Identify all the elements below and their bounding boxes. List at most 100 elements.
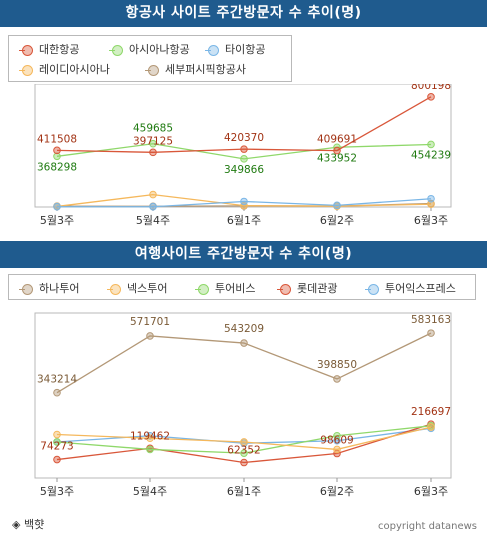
data-label: 119462 [130, 430, 170, 442]
data-point [149, 190, 157, 199]
x-tick-label: 6월2주 [320, 214, 354, 227]
data-label: 409691 [317, 134, 357, 146]
legend-item-1: 대한항공 [19, 41, 79, 57]
data-point [53, 438, 61, 446]
legend-label: 타이항공 [225, 43, 266, 56]
legend-item-5: 투어익스프레스 [365, 280, 456, 296]
data-point [240, 339, 248, 347]
data-point [333, 201, 341, 210]
legend-item-1: 하나투어 [19, 280, 79, 296]
data-point [149, 148, 157, 157]
legend-label: 롯데관광 [297, 282, 338, 295]
data-point [240, 449, 248, 457]
chart1-plot: 5월3주 5월4주 6월1주 6월2주 6월3주 411508 397125 420370 40… [34, 84, 452, 227]
data-label: 398850 [317, 359, 357, 371]
data-label: 98609 [320, 435, 353, 447]
legend-label: 세부퍼시픽항공사 [165, 63, 246, 76]
source-label: ◈ 백햣 [12, 518, 45, 531]
data-label: 583163 [411, 314, 451, 326]
legend-item-4: 레이디아시아나 [19, 61, 110, 77]
data-label: 62352 [227, 445, 260, 457]
data-point [333, 146, 341, 155]
series-line-1 [56, 96, 432, 153]
x-tick-label: 5월3주 [40, 214, 74, 227]
x-tick-label: 6월3주 [414, 485, 448, 498]
data-point [333, 449, 341, 458]
legend-label: 하나투어 [39, 282, 80, 295]
data-point [146, 445, 154, 454]
data-label: 411508 [37, 133, 77, 145]
legend-label: 레이디아시아나 [39, 63, 110, 76]
data-point [53, 152, 61, 161]
chart2-plot: 5월3주 5월4주 6월1주 6월2주 6월3주 343214 571701 543209 39… [34, 312, 452, 498]
data-point [240, 458, 248, 467]
data-point [240, 438, 248, 446]
data-label: 216697 [411, 406, 451, 418]
legend-marker-icon [198, 283, 209, 295]
series-line-5 [56, 427, 432, 444]
series-line-4 [56, 193, 432, 208]
data-label: 459685 [133, 123, 173, 135]
data-point [53, 202, 61, 211]
series-line-3 [56, 425, 432, 454]
legend-marker-icon [22, 44, 33, 56]
legend-item-5: 세부퍼시픽항공사 [145, 61, 246, 77]
data-point [427, 93, 435, 101]
legend-marker-icon [208, 44, 219, 56]
plot-frame [34, 84, 452, 208]
data-point [146, 434, 154, 443]
x-tick-label: 6월1주 [227, 485, 261, 498]
series-line-2 [56, 143, 432, 160]
chart1-title: 항공사 사이트 주간방문자 수 추이(명) [0, 0, 487, 27]
data-point [146, 431, 154, 440]
series-line-2 [56, 426, 432, 451]
plot-frame [34, 312, 452, 479]
data-point [427, 200, 435, 209]
data-point [427, 140, 435, 149]
legend-item-3: 투어비스 [195, 280, 255, 296]
legend-label: 아시아나항공 [129, 43, 190, 56]
x-tick-label: 6월3주 [414, 214, 448, 227]
data-point [240, 197, 248, 206]
data-point [149, 139, 157, 148]
data-label: 420370 [224, 132, 264, 144]
data-point [427, 194, 435, 203]
data-label: 343214 [37, 374, 77, 386]
data-point [427, 329, 435, 337]
data-label: 349866 [224, 164, 264, 176]
data-point [53, 388, 61, 397]
chart2-title: 여행사이트 주간방문자 수 추이(명) [0, 241, 487, 268]
legend-marker-icon [22, 64, 33, 76]
data-point [333, 445, 341, 454]
x-tick-label: 5월4주 [136, 214, 170, 227]
legend-label: 넥스투어 [127, 282, 168, 295]
legend-label: 대한항공 [39, 43, 80, 56]
legend-item-2: 넥스투어 [107, 280, 167, 296]
series-line-4 [56, 423, 432, 464]
data-point [149, 202, 157, 211]
data-point [333, 375, 341, 383]
data-point [146, 332, 154, 340]
data-point [333, 431, 341, 440]
legend-marker-icon [22, 283, 33, 295]
data-point [240, 145, 248, 153]
legend-marker-icon [368, 283, 379, 295]
data-point [53, 430, 61, 439]
legend-label: 투어비스 [215, 282, 256, 295]
legend-item-2: 아시아나항공 [109, 41, 190, 57]
x-tick-label: 6월1주 [227, 214, 261, 227]
data-label: 800198 [411, 84, 451, 92]
legend-marker-icon [280, 283, 291, 295]
data-label: 571701 [130, 316, 170, 328]
x-tick-label: 6월2주 [320, 485, 354, 498]
data-point [53, 146, 61, 155]
data-label: 368298 [37, 161, 77, 173]
data-label: 454239 [411, 149, 451, 161]
data-point [240, 155, 248, 163]
data-label: 397125 [133, 135, 173, 147]
series-line-1 [56, 332, 432, 394]
series-line-3 [57, 198, 432, 208]
copyright-label: copyright datanews [378, 521, 477, 532]
legend-item-4: 롯데관광 [277, 280, 337, 296]
